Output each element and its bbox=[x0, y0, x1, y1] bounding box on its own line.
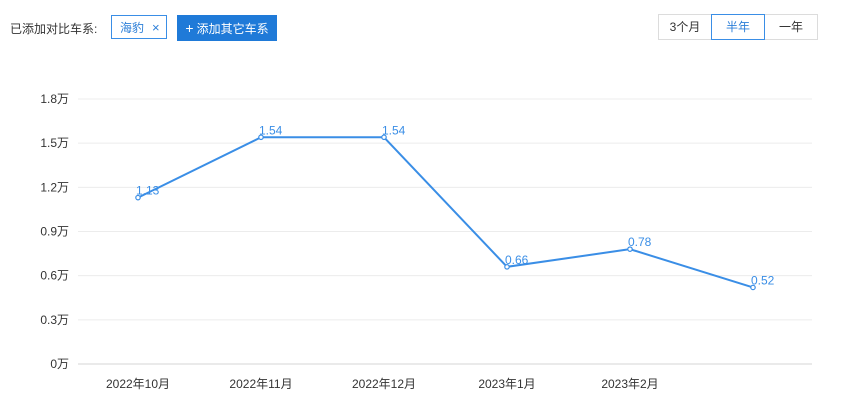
x-tick-label: 2022年12月 bbox=[352, 377, 416, 391]
series: 1.13 1.54 1.54 0.66 0.78 0.52 bbox=[135, 123, 775, 291]
data-point[interactable] bbox=[504, 264, 510, 270]
data-label: 1.54 bbox=[382, 123, 406, 137]
compare-label: 已添加对比车系: bbox=[10, 22, 98, 36]
y-axis: 0万 0.3万 0.6万 0.9万 1.2万 1.5万 1.8万 bbox=[40, 92, 69, 371]
add-series-label: 添加其它车系 bbox=[196, 21, 269, 36]
y-tick-label: 1.8万 bbox=[40, 92, 69, 106]
x-axis: 2022年10月 2022年11月 2022年12月 2023年1月 2023年2月 bbox=[106, 377, 659, 391]
close-icon[interactable]: × bbox=[152, 19, 160, 35]
range-one-year-button[interactable]: 一年 bbox=[765, 15, 817, 39]
range-selector: 3个月 半年 一年 bbox=[658, 14, 818, 40]
data-point[interactable] bbox=[135, 194, 141, 201]
y-tick-label: 0.9万 bbox=[40, 225, 69, 239]
y-tick-label: 0.6万 bbox=[40, 269, 69, 283]
plus-icon: + bbox=[185, 20, 194, 36]
data-point[interactable] bbox=[627, 246, 633, 252]
toolbar: 已添加对比车系: 海豹 × + 添加其它车系 3个月 半年 一年 bbox=[0, 0, 852, 56]
add-series-button[interactable]: + 添加其它车系 bbox=[177, 15, 277, 41]
series-tag-label: 海豹 bbox=[120, 20, 145, 35]
series-line bbox=[137, 136, 754, 289]
data-label: 1.13 bbox=[136, 184, 160, 198]
data-label: 1.54 bbox=[259, 123, 283, 137]
grid-lines bbox=[78, 98, 812, 365]
y-tick-label: 0.3万 bbox=[40, 313, 69, 327]
data-label: 0.78 bbox=[628, 235, 652, 249]
y-tick-label: 1.2万 bbox=[40, 180, 69, 194]
y-tick-label: 0万 bbox=[50, 357, 69, 371]
x-tick-label: 2023年2月 bbox=[601, 377, 658, 391]
range-half-year-button[interactable]: 半年 bbox=[711, 14, 765, 40]
series-tag[interactable]: 海豹 × bbox=[111, 15, 167, 39]
x-tick-label: 2022年11月 bbox=[229, 377, 292, 391]
range-3-months-button[interactable]: 3个月 bbox=[659, 15, 711, 39]
data-label: 0.52 bbox=[751, 273, 775, 287]
data-point[interactable] bbox=[750, 284, 756, 291]
data-label: 0.66 bbox=[505, 253, 529, 267]
data-point[interactable] bbox=[381, 134, 387, 141]
x-tick-label: 2022年10月 bbox=[106, 377, 170, 391]
data-point[interactable] bbox=[258, 134, 264, 141]
y-tick-label: 1.5万 bbox=[40, 136, 69, 150]
x-tick-label: 2023年1月 bbox=[478, 377, 535, 391]
